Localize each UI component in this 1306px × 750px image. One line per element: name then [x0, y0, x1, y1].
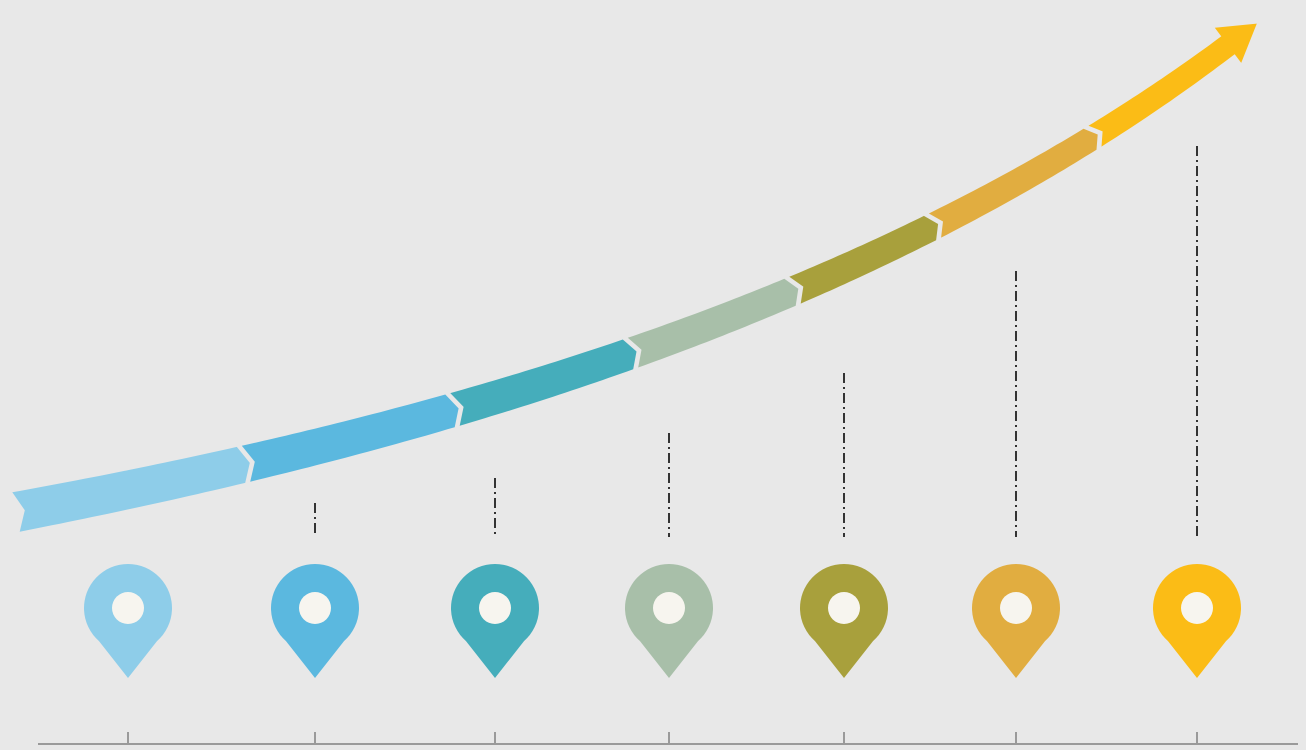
arrow-head	[1214, 23, 1257, 63]
pin-dot	[828, 592, 860, 624]
map-pin-icon-4	[625, 564, 714, 678]
map-pin-icon-6	[971, 564, 1060, 678]
pin-dot	[1181, 592, 1213, 624]
arrow-segment-7	[1088, 34, 1238, 147]
map-pin-icon-7	[1153, 564, 1241, 678]
arrow-segment-3	[450, 339, 637, 426]
pin-dot	[299, 592, 331, 624]
pin-dot	[112, 592, 144, 624]
location-pins	[84, 564, 1241, 678]
map-pin-icon-1	[84, 564, 172, 678]
arrow-segment-1	[12, 446, 250, 532]
arrow-segment-6	[928, 128, 1098, 238]
pin-dot	[653, 592, 685, 624]
map-pin-icon-2	[271, 564, 359, 678]
growth-arrow	[12, 23, 1257, 532]
pin-dot	[479, 592, 511, 624]
arrow-segment-4	[627, 278, 799, 368]
arrow-segment-5	[789, 215, 939, 304]
map-pin-icon-3	[451, 564, 539, 678]
timeline-axis	[38, 732, 1298, 745]
arrow-segment-2	[241, 394, 459, 482]
pin-dot	[1000, 592, 1032, 624]
connector-lines	[314, 146, 1198, 537]
map-pin-icon-5	[800, 564, 889, 678]
